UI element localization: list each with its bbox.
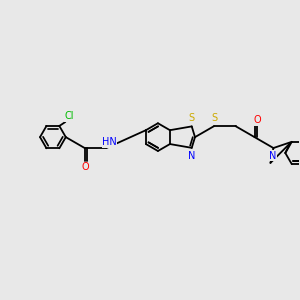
Text: Cl: Cl xyxy=(64,111,74,121)
Text: S: S xyxy=(189,113,195,124)
Text: O: O xyxy=(254,115,261,125)
Text: HN: HN xyxy=(102,137,117,147)
Text: S: S xyxy=(212,113,218,123)
Text: N: N xyxy=(188,151,195,161)
Text: N: N xyxy=(269,151,276,161)
Text: O: O xyxy=(82,162,89,172)
